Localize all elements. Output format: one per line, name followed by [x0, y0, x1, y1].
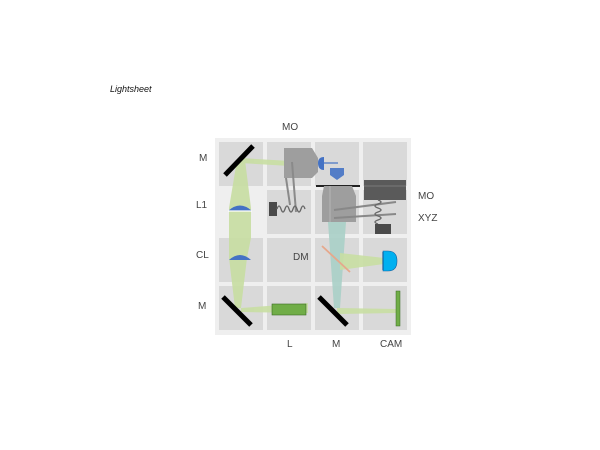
label-top-mo: MO — [282, 122, 299, 133]
camera-lens-dm — [382, 250, 398, 272]
stage-arm-lower — [333, 213, 397, 219]
cell-r1c4 — [363, 142, 407, 186]
laser-source — [271, 303, 307, 316]
label-cl: CL — [196, 250, 209, 261]
label-xyz: XYZ — [418, 213, 438, 224]
illumination-objective-lens — [318, 157, 324, 170]
camera-sensor — [395, 290, 401, 327]
z-knob — [375, 224, 391, 234]
label-dm: DM — [293, 252, 309, 263]
focus-knob — [269, 202, 277, 216]
vertical-illumination-beam — [229, 160, 251, 308]
focus-spring — [276, 205, 306, 213]
top-mirror-to-objective-beam — [240, 158, 290, 166]
cell-r3c2 — [267, 238, 311, 282]
label-mirror-detection: M — [332, 339, 341, 350]
xyz-stage — [364, 180, 406, 200]
z-spring — [374, 199, 382, 225]
mirror-bottom-detection — [317, 295, 349, 327]
mirror-to-camera-beam — [337, 308, 396, 314]
label-camera: CAM — [380, 339, 403, 350]
label-laser: L — [287, 339, 293, 350]
objective-stand-right — [291, 161, 297, 213]
label-l1: L1 — [196, 200, 208, 211]
lens-cl — [229, 255, 251, 260]
cell-r4c4 — [363, 286, 407, 330]
label-mirror-top: M — [199, 153, 208, 164]
detection-beam — [328, 222, 396, 314]
illumination-objective — [284, 148, 318, 178]
dichroic-mirror — [321, 245, 351, 273]
vertical-detection-beam — [328, 222, 346, 308]
diagram-title: Lightsheet — [110, 84, 152, 94]
dm-to-camera-beam — [340, 253, 384, 270]
mirror-bottom-left — [221, 295, 253, 327]
lens-l1 — [228, 205, 252, 211]
stage-arm-upper — [333, 201, 397, 211]
label-mirror-bottom: M — [198, 301, 207, 312]
mirror-top-left — [223, 144, 255, 177]
objective-stand-left — [285, 177, 291, 206]
label-right-mo: MO — [418, 191, 435, 202]
sample-chamber — [330, 168, 344, 180]
